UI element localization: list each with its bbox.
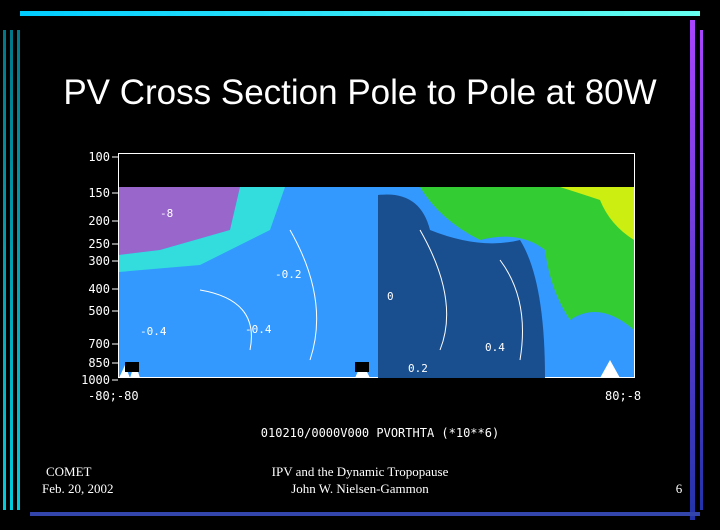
y-axis-label: 1000 (81, 373, 110, 387)
region (378, 194, 545, 378)
x-axis-label: 80;-8 (605, 389, 641, 403)
page-number: 6 (676, 481, 683, 496)
marker (355, 362, 369, 372)
deco-bar (700, 30, 703, 510)
region (119, 187, 285, 272)
y-axis-label: 500 (88, 304, 110, 318)
plot-caption: 010210/0000V000 PVORTHTA (*10**6) (261, 426, 499, 440)
plot-blank (119, 154, 634, 187)
plot-image: -8 -0.2 -0.4 0 0.2 0.4 -0.4 (118, 153, 635, 378)
footer-left: Feb. 20, 2002 (42, 481, 114, 496)
region (420, 187, 634, 330)
deco-bar (10, 30, 13, 510)
y-axis-label: 150 (88, 186, 110, 200)
contour-label: -0.4 (245, 323, 272, 336)
contour-label: 0.2 (408, 362, 428, 375)
y-axis-label: 300 (88, 254, 110, 268)
deco-bar (3, 30, 6, 510)
contour-label: -8 (160, 207, 173, 220)
region (119, 187, 240, 255)
y-axis-label: 850 (88, 356, 110, 370)
y-axis-label: 250 (88, 237, 110, 251)
contour-label: 0 (387, 290, 394, 303)
footer-center: IPV and the Dynamic Tropopause (272, 464, 449, 479)
contour (199, 229, 523, 361)
y-axis-label: 200 (88, 214, 110, 228)
deco-bar (30, 512, 700, 516)
contour-label: 0.4 (485, 341, 505, 354)
x-axis-label: -80;-80 (88, 389, 139, 403)
deco-bar (17, 30, 20, 510)
region (560, 187, 634, 240)
y-axis-label: 700 (88, 337, 110, 351)
deco-bar (20, 11, 700, 16)
slide-title: PV Cross Section Pole to Pole at 80W (63, 73, 656, 112)
contour-label: -0.4 (140, 325, 167, 338)
marker (125, 362, 139, 372)
footer-left: COMET (46, 464, 92, 479)
deco-bar (690, 20, 695, 520)
y-axis-label: 400 (88, 282, 110, 296)
contour-label: -0.2 (275, 268, 302, 281)
y-axis-label: 100 (88, 150, 110, 164)
footer-center: John W. Nielsen-Gammon (291, 481, 429, 496)
